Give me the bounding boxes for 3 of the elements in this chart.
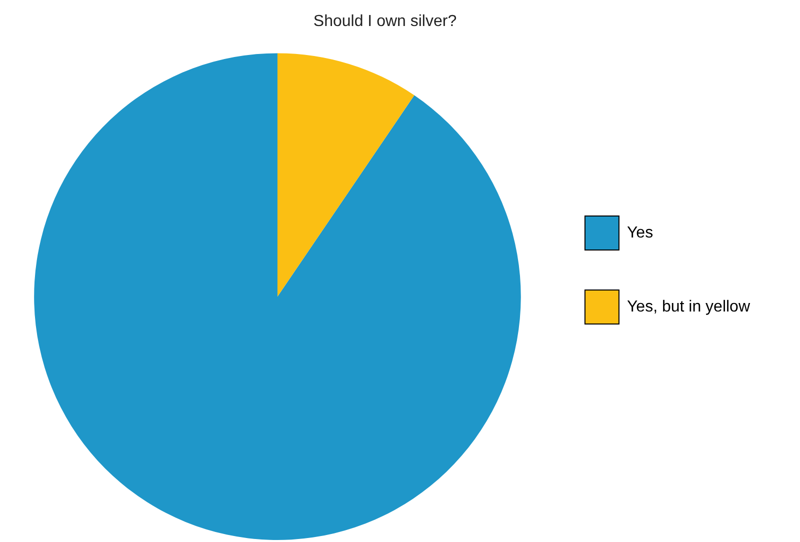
legend-label: Yes, but in yellow (626, 298, 750, 316)
chart-title: Should I own silver? (313, 13, 457, 30)
legend-label: Yes (626, 224, 654, 242)
